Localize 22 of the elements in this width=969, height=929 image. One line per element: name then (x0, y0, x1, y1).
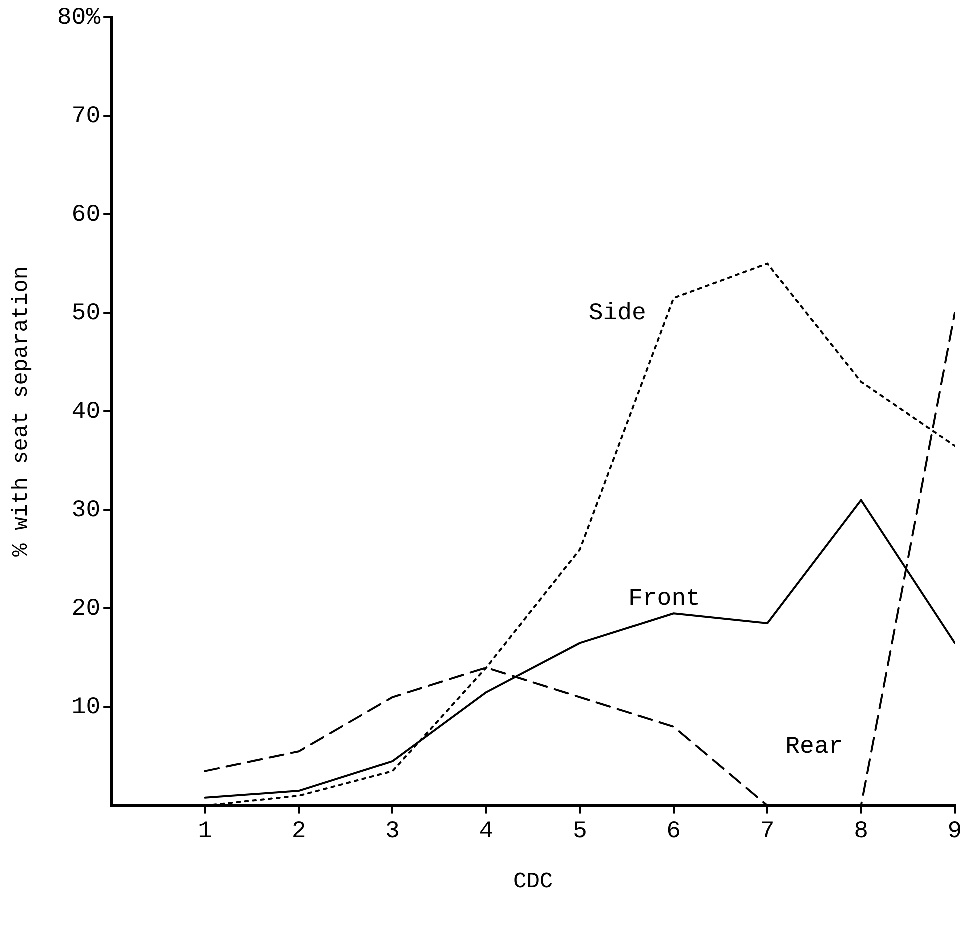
series-label: Rear (786, 734, 844, 762)
y-tick-label: 60 (72, 202, 101, 229)
x-tick-label: 3 (386, 818, 400, 846)
x-tick-label: 4 (479, 818, 494, 846)
x-tick-label: 8 (854, 818, 868, 846)
series-label: Front (628, 586, 701, 614)
y-tick-label: 80% (57, 4, 102, 32)
x-tick-label: 7 (760, 818, 775, 846)
x-tick-label: 5 (572, 818, 588, 846)
y-tick-label: 50 (72, 300, 101, 328)
x-axis-title: CDC (514, 870, 554, 895)
y-tick-label: 40 (72, 398, 101, 426)
x-tick-label: 6 (666, 818, 682, 846)
y-axis-title: % with seat separation (9, 266, 34, 557)
y-tick-label: 20 (72, 596, 101, 624)
series-label: Side (588, 300, 646, 328)
y-tick-label: 30 (72, 498, 101, 525)
x-tick-label: 2 (292, 818, 306, 846)
x-tick-label: 1 (198, 818, 213, 846)
x-tick-label: 9 (948, 818, 962, 846)
y-tick-label: 10 (72, 694, 101, 722)
y-tick-label: 70 (72, 103, 101, 130)
